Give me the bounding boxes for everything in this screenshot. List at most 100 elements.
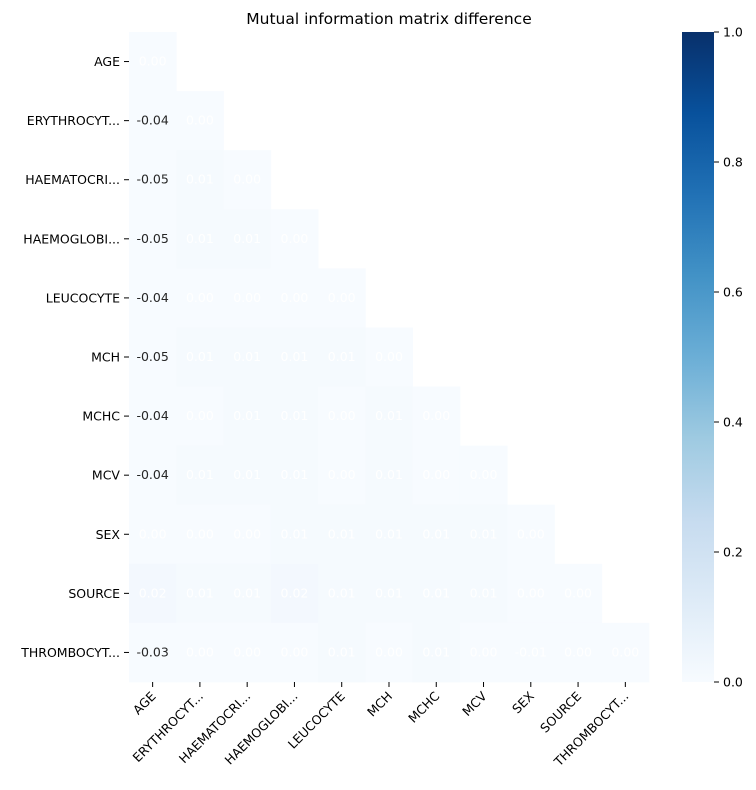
heatmap-cell	[412, 386, 461, 447]
heatmap-cell	[129, 268, 177, 328]
y-tick-label: SOURCE	[68, 586, 120, 601]
y-tick-label: HAEMOGLOBI...	[23, 231, 120, 246]
heatmap-cell	[223, 268, 272, 328]
y-tick-label: MCH	[91, 349, 120, 364]
heatmap-cell	[365, 327, 414, 387]
y-tick-label: MCV	[92, 468, 121, 483]
heatmap-cell	[459, 504, 508, 565]
colorbar: 0.0 0.2 0.4 0.6 0.8 1.0	[682, 25, 743, 690]
heatmap-cell	[412, 622, 461, 683]
cell-value-label: 0.01	[328, 585, 356, 600]
cell-value-label: -0.05	[136, 349, 168, 364]
cell-value-label: 0.00	[281, 290, 309, 305]
heatmap-cell	[270, 504, 319, 565]
cell-value-label: -0.03	[136, 644, 168, 659]
heatmap-cell	[412, 563, 461, 624]
y-tick-label: AGE	[94, 54, 120, 69]
heatmap-cell	[270, 622, 319, 683]
cell-value-label: 0.00	[328, 408, 356, 423]
y-tick-label: LEUCOCYTE	[46, 290, 120, 305]
cell-value-label: 0.00	[564, 585, 592, 600]
cell-value-label: 0.01	[375, 467, 403, 482]
cell-value-label: -0.05	[136, 172, 168, 187]
x-tick-label: MCHC	[405, 688, 442, 725]
heatmap-cell	[507, 622, 555, 683]
y-tick-label: THROMBOCYT...	[20, 645, 120, 660]
colorbar-tick-label: 0.8	[723, 155, 743, 170]
cell-value-label: 0.01	[186, 467, 214, 482]
colorbar-tick-label: 0.4	[723, 415, 743, 430]
cell-value-label: 0.01	[186, 585, 214, 600]
cell-value-label: 0.00	[139, 526, 167, 541]
cell-value-label: 0.01	[233, 231, 261, 246]
heatmap-cell	[412, 445, 461, 506]
heatmap-cell	[176, 386, 224, 447]
heatmap-cell	[129, 209, 177, 269]
cell-value-label: 0.01	[422, 644, 450, 659]
heatmap-cell	[318, 622, 366, 683]
heatmap-cell	[554, 563, 603, 624]
heatmap-cell	[318, 563, 366, 624]
cell-value-label: 0.00	[470, 644, 498, 659]
cell-value-label: 0.01	[281, 408, 309, 423]
heatmap-cell	[176, 209, 224, 269]
heatmap-cell	[129, 91, 177, 151]
heatmap-cell	[507, 504, 555, 565]
y-tick-label: MCHC	[82, 409, 120, 424]
cell-value-label: 0.00	[233, 644, 261, 659]
x-tick-label: AGE	[130, 688, 159, 717]
heatmap-cell	[365, 504, 414, 565]
heatmap-cell	[412, 504, 461, 565]
cell-value-label: -0.01	[515, 644, 547, 659]
heatmap-cell	[223, 504, 272, 565]
cell-value-label: 0.01	[281, 467, 309, 482]
heatmap-cell	[129, 445, 177, 506]
cell-value-label: 0.01	[186, 231, 214, 246]
chart-title: Mutual information matrix difference	[246, 10, 531, 28]
cell-value-label: 0.00	[328, 467, 356, 482]
cell-value-label: 0.01	[328, 349, 356, 364]
cell-value-label: 0.02	[281, 585, 309, 600]
heatmap-cell	[223, 386, 272, 447]
cell-value-label: 0.00	[517, 585, 545, 600]
heatmap-cell	[129, 150, 177, 210]
cell-value-label: 0.01	[375, 585, 403, 600]
heatmap-cell	[176, 445, 224, 506]
cell-value-label: 0.00	[375, 349, 403, 364]
x-tick-label: SEX	[509, 688, 537, 716]
x-tick-label: MCV	[459, 688, 490, 719]
heatmap-cell	[223, 209, 272, 269]
heatmap-cells: 0.00 -0.04 0.00 -0.05 0.01 0.00 -0.05 0.01 0.01 0…	[129, 32, 650, 683]
cell-value-label: 0.01	[328, 644, 356, 659]
cell-value-label: 0.00	[186, 408, 214, 423]
colorbar-tick-label: 0.6	[723, 285, 743, 300]
y-tick-label: ERYTHROCYT...	[27, 113, 120, 128]
cell-value-label: 0.01	[281, 526, 309, 541]
colorbar-gradient	[682, 32, 714, 682]
heatmap-cell	[129, 563, 177, 624]
heatmap-cell	[270, 563, 319, 624]
heatmap-cell	[129, 386, 177, 447]
cell-value-label: 0.00	[186, 644, 214, 659]
heatmap-cell	[318, 386, 366, 447]
cell-value-label: -0.04	[136, 290, 168, 305]
heatmap-cell	[270, 209, 319, 269]
y-axis-labels: AGE ERYTHROCYT... HAEMATOCRI... HAEMOGLOBI.…	[20, 54, 129, 660]
cell-value-label: 0.00	[375, 644, 403, 659]
heatmap-cell	[270, 445, 319, 506]
cell-value-label: 0.01	[422, 585, 450, 600]
heatmap-cell	[129, 32, 177, 92]
heatmap-cell	[129, 327, 177, 387]
heatmap-cell	[176, 327, 224, 387]
cell-value-label: 0.00	[186, 113, 214, 128]
x-tick-label: SOURCE	[537, 688, 584, 735]
cell-value-label: 0.00	[422, 467, 450, 482]
cell-value-label: 0.00	[328, 290, 356, 305]
cell-value-label: -0.04	[136, 408, 168, 423]
heatmap-cell	[365, 563, 414, 624]
cell-value-label: 0.00	[233, 526, 261, 541]
cell-value-label: 0.01	[233, 585, 261, 600]
cell-value-label: 0.01	[422, 526, 450, 541]
colorbar-tick-label: 0.0	[723, 675, 743, 690]
